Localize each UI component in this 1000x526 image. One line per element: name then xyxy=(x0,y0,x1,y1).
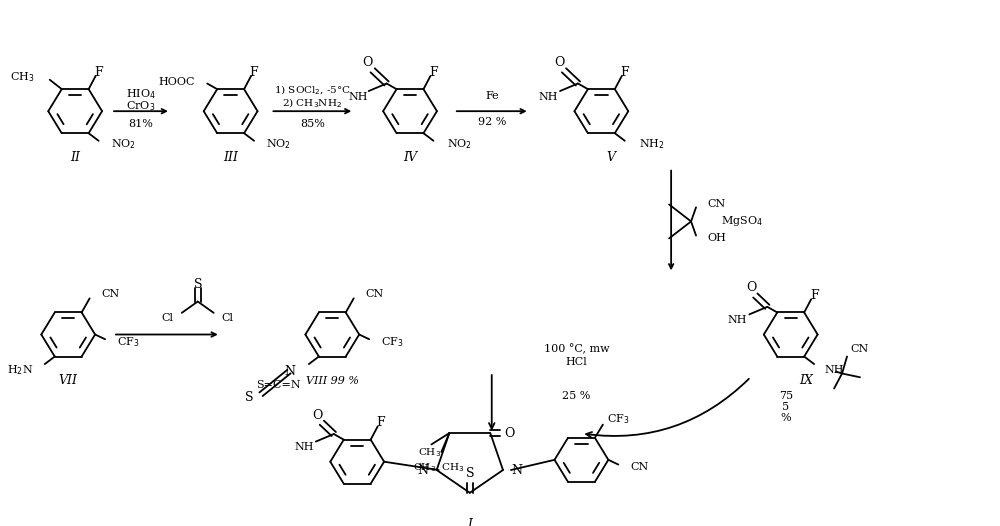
Text: VII: VII xyxy=(59,374,78,387)
Text: 92 %: 92 % xyxy=(478,117,506,127)
Text: H$_2$N: H$_2$N xyxy=(7,363,33,377)
Text: HIO$_4$: HIO$_4$ xyxy=(126,87,156,101)
Text: O: O xyxy=(313,409,323,422)
Text: Cl: Cl xyxy=(222,313,234,323)
Text: CH$_3$  CH$_3$: CH$_3$ CH$_3$ xyxy=(413,461,465,474)
Text: %: % xyxy=(780,413,791,423)
Text: O: O xyxy=(362,56,373,69)
Text: HCl: HCl xyxy=(566,357,587,367)
Text: O: O xyxy=(504,427,515,440)
Text: I: I xyxy=(467,518,472,526)
Text: II: II xyxy=(70,151,80,164)
Text: CF$_3$: CF$_3$ xyxy=(117,335,140,349)
Text: 5: 5 xyxy=(782,402,789,412)
Text: O: O xyxy=(554,56,564,69)
Text: S: S xyxy=(194,278,202,291)
Text: F: F xyxy=(429,66,438,79)
Text: CN: CN xyxy=(630,462,649,472)
Text: CH$_3$: CH$_3$ xyxy=(418,447,441,459)
Text: Fe: Fe xyxy=(485,91,499,101)
Text: NO$_2$: NO$_2$ xyxy=(266,138,291,151)
Text: Cl: Cl xyxy=(162,313,174,323)
Text: MgSO$_4$: MgSO$_4$ xyxy=(721,215,763,228)
Text: 81%: 81% xyxy=(129,119,153,129)
Text: NO$_2$: NO$_2$ xyxy=(447,138,472,151)
Text: NO$_2$: NO$_2$ xyxy=(111,138,136,151)
Text: N: N xyxy=(284,365,295,378)
Text: F: F xyxy=(250,66,258,79)
Text: NH: NH xyxy=(294,442,314,452)
Text: OH: OH xyxy=(707,234,726,244)
Text: 100 °C, mw: 100 °C, mw xyxy=(544,343,609,354)
Text: O: O xyxy=(746,281,757,295)
Text: F: F xyxy=(620,66,629,79)
Text: CN: CN xyxy=(366,289,384,299)
Text: IX: IX xyxy=(799,374,813,387)
Text: 85%: 85% xyxy=(300,119,325,129)
FancyArrowPatch shape xyxy=(586,379,749,438)
Text: F: F xyxy=(810,289,818,302)
Text: S: S xyxy=(245,391,253,404)
Text: CF$_3$: CF$_3$ xyxy=(607,412,629,426)
Text: CN: CN xyxy=(707,199,725,209)
Text: CN: CN xyxy=(850,344,868,354)
Text: N: N xyxy=(511,463,522,477)
Text: NH$_2$: NH$_2$ xyxy=(639,138,664,151)
Text: NH: NH xyxy=(728,315,747,325)
Text: CrO$_3$: CrO$_3$ xyxy=(126,99,156,114)
Text: III: III xyxy=(223,151,238,164)
Text: NH: NH xyxy=(824,365,844,375)
Text: IV: IV xyxy=(403,151,417,164)
Text: S: S xyxy=(466,467,474,480)
Text: 1) SOCl$_2$, -5°C: 1) SOCl$_2$, -5°C xyxy=(274,84,351,97)
Text: S=C=N: S=C=N xyxy=(256,380,301,390)
Text: N: N xyxy=(418,463,429,477)
Text: CH$_3$: CH$_3$ xyxy=(10,70,35,84)
Text: V: V xyxy=(607,151,616,164)
Text: 2) CH$_3$NH$_2$: 2) CH$_3$NH$_2$ xyxy=(282,96,342,109)
Text: HOOC: HOOC xyxy=(159,77,195,87)
FancyArrowPatch shape xyxy=(489,375,495,429)
Text: CF$_3$: CF$_3$ xyxy=(381,335,404,349)
Text: F: F xyxy=(376,416,385,429)
Text: CN: CN xyxy=(102,289,120,299)
Text: VIII 99 %: VIII 99 % xyxy=(306,376,359,386)
Text: F: F xyxy=(94,66,103,79)
Text: 25 %: 25 % xyxy=(562,391,591,401)
Text: 75: 75 xyxy=(779,391,793,401)
Text: NH: NH xyxy=(349,92,368,102)
Text: NH: NH xyxy=(538,92,558,102)
